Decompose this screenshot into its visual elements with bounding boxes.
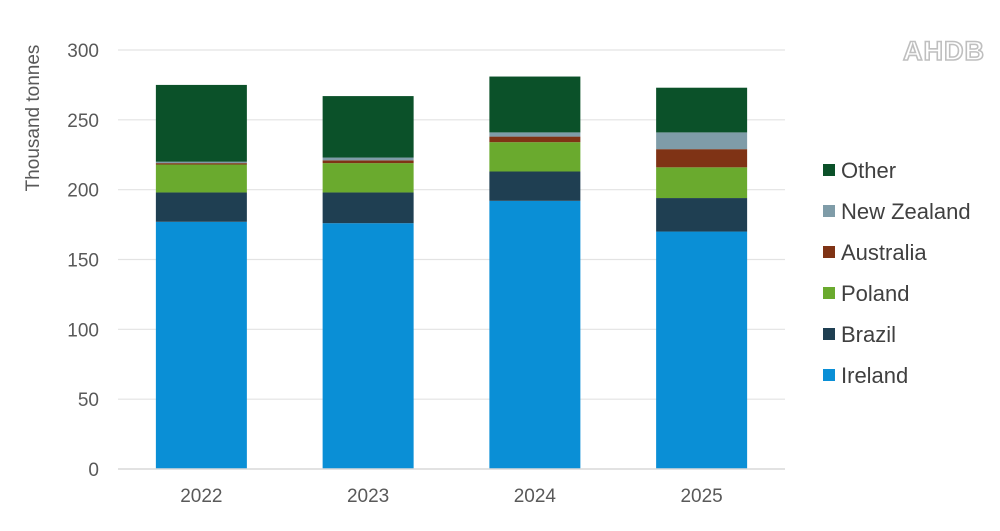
y-tick-label: 300 <box>67 41 99 62</box>
bar-segment-ireland <box>322 223 414 469</box>
legend-label: Australia <box>841 240 927 265</box>
y-tick-label: 150 <box>67 251 99 272</box>
y-tick-label: 250 <box>67 111 99 132</box>
legend-swatch <box>823 205 835 217</box>
legend: Other New Zealand Australia Poland Brazil Ire… <box>823 158 971 388</box>
y-tick-label: 50 <box>78 390 99 411</box>
legend-swatch <box>823 369 835 381</box>
bars <box>155 76 748 469</box>
bar-segment-ireland <box>155 221 247 469</box>
legend-label: Brazil <box>841 322 896 347</box>
bar-segment-new-zealand <box>656 132 748 150</box>
ahdb-logo: AHDB <box>903 36 985 66</box>
bar-segment-ireland <box>489 200 581 469</box>
x-tick-label: 2022 <box>180 486 222 507</box>
legend-label: Poland <box>841 281 910 306</box>
legend-label: Ireland <box>841 363 908 388</box>
legend-label: Other <box>841 158 896 183</box>
bar-segment-australia <box>155 163 247 165</box>
legend-label: New Zealand <box>841 199 971 224</box>
y-axis-label: Thousand tonnes <box>23 45 44 192</box>
bar-segment-new-zealand <box>322 157 414 161</box>
bar-segment-australia <box>656 149 748 168</box>
bar-segment-australia <box>489 136 581 143</box>
y-tick-label: 0 <box>88 460 99 481</box>
bar-segment-brazil <box>155 192 247 222</box>
bar-segment-new-zealand <box>489 132 581 137</box>
bar-segment-other <box>155 84 247 162</box>
legend-swatch <box>823 287 835 299</box>
bar-segment-poland <box>489 142 581 172</box>
bar-segment-poland <box>322 163 414 193</box>
bar-segment-brazil <box>322 192 414 224</box>
bar-segment-other <box>489 76 581 133</box>
bar-segment-brazil <box>489 171 581 201</box>
legend-swatch <box>823 164 835 176</box>
bar-segment-ireland <box>656 231 748 469</box>
bar-segment-other <box>656 87 748 133</box>
bar-segment-other <box>322 96 414 158</box>
x-tick-label: 2025 <box>680 486 722 507</box>
legend-swatch <box>823 328 835 340</box>
bar-segment-poland <box>656 167 748 199</box>
y-axis-ticks: 0 50 100 150 200 250 300 <box>67 41 99 481</box>
bar-segment-brazil <box>656 198 748 232</box>
bar-segment-poland <box>155 164 247 193</box>
y-tick-label: 200 <box>67 181 99 202</box>
y-tick-label: 100 <box>67 320 99 341</box>
bar-segment-australia <box>322 160 414 164</box>
x-tick-label: 2023 <box>347 486 389 507</box>
x-axis-ticks: 2022 2023 2024 2025 <box>180 486 723 507</box>
legend-swatch <box>823 246 835 258</box>
x-tick-label: 2024 <box>514 486 557 507</box>
bar-segment-new-zealand <box>155 161 247 164</box>
